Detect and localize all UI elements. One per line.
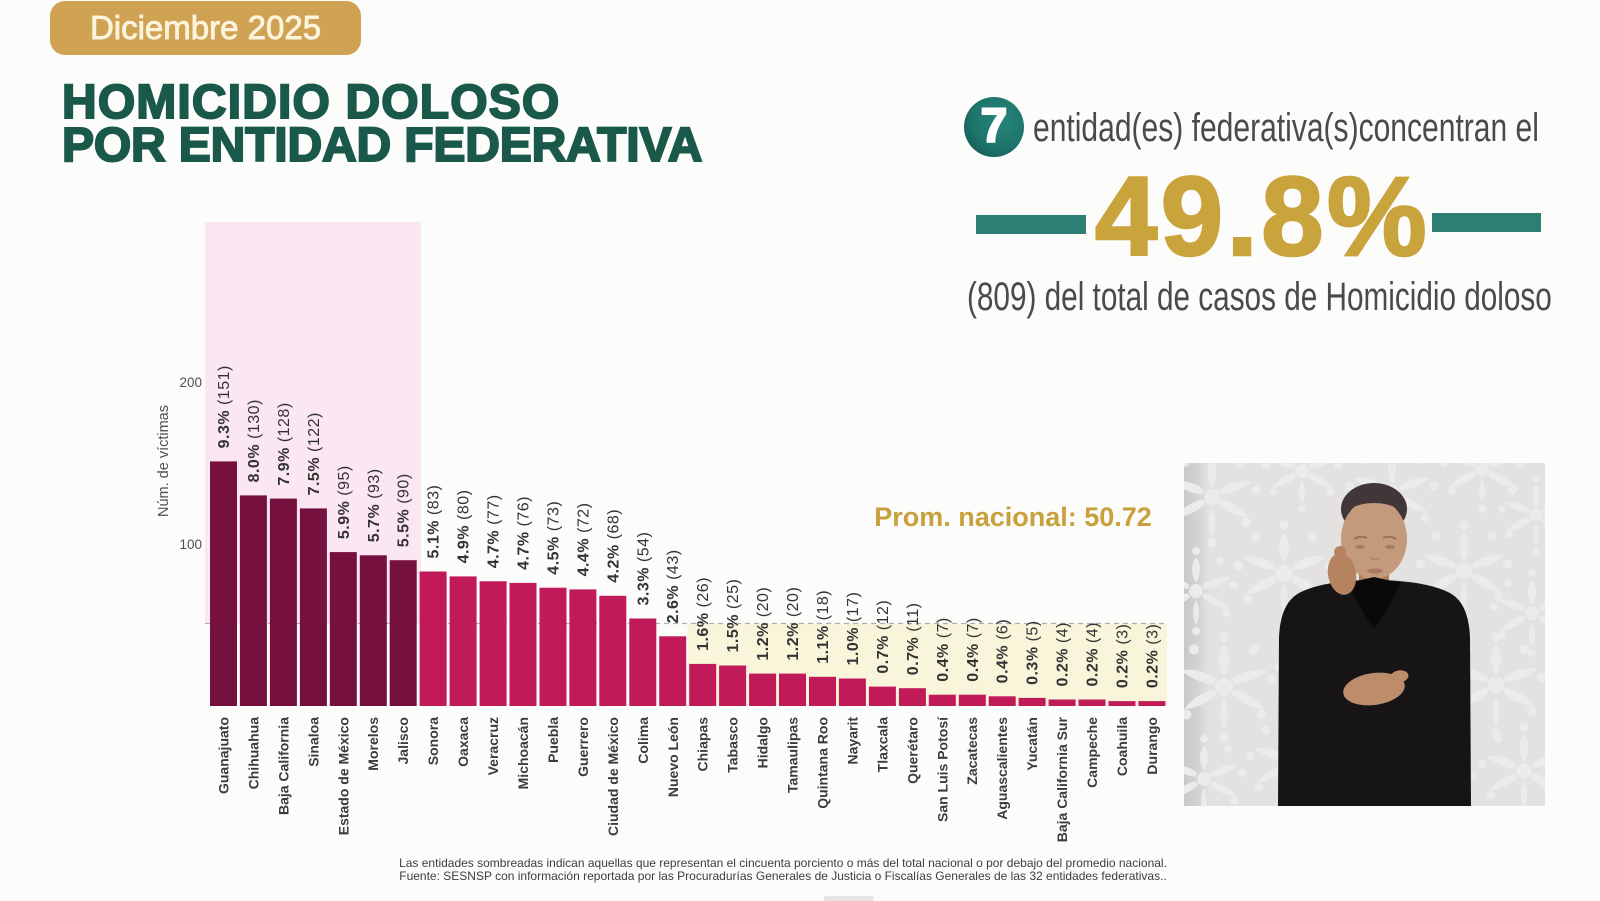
svg-text:Tamaulipas: Tamaulipas: [785, 717, 801, 793]
svg-text:Prom. nacional: 50.72: Prom. nacional: 50.72: [874, 502, 1152, 532]
svg-text:0.7% (11): 0.7% (11): [905, 603, 922, 676]
svg-text:1.2% (20): 1.2% (20): [755, 587, 772, 661]
svg-text:Querétaro: Querétaro: [904, 717, 920, 784]
svg-text:0.7% (12): 0.7% (12): [875, 600, 892, 674]
svg-text:4.7% (76): 4.7% (76): [516, 496, 533, 570]
svg-text:100: 100: [179, 537, 202, 552]
svg-text:5.9% (95): 5.9% (95): [336, 465, 353, 539]
svg-text:Hidalgo: Hidalgo: [755, 717, 771, 768]
svg-text:Sonora: Sonora: [425, 717, 441, 765]
svg-text:Chihuahua: Chihuahua: [245, 717, 261, 790]
svg-text:200: 200: [179, 375, 202, 390]
svg-text:4.7% (77): 4.7% (77): [486, 494, 503, 568]
svg-text:Oaxaca: Oaxaca: [455, 717, 471, 767]
svg-text:Michoacán: Michoacán: [515, 717, 531, 789]
svg-text:Jalisco: Jalisco: [395, 717, 411, 764]
svg-text:Guerrero: Guerrero: [575, 717, 591, 777]
svg-text:Tabasco: Tabasco: [725, 717, 741, 773]
svg-text:5.7% (93): 5.7% (93): [366, 468, 383, 542]
svg-text:5.5% (90): 5.5% (90): [396, 473, 413, 547]
svg-text:4.4% (72): 4.4% (72): [575, 503, 592, 577]
svg-text:1.2% (20): 1.2% (20): [785, 587, 802, 661]
svg-text:Quintana Roo: Quintana Roo: [815, 717, 831, 809]
svg-text:Guanajuato: Guanajuato: [216, 717, 232, 794]
svg-text:Ciudad de México: Ciudad de México: [605, 717, 621, 836]
svg-text:1.6% (26): 1.6% (26): [695, 577, 712, 651]
svg-text:4.5% (73): 4.5% (73): [546, 501, 563, 575]
svg-text:Coahuila: Coahuila: [1114, 717, 1130, 776]
svg-text:0.2% (3): 0.2% (3): [1144, 624, 1161, 688]
svg-text:0.2% (4): 0.2% (4): [1085, 622, 1102, 686]
svg-text:3.3% (54): 3.3% (54): [635, 532, 652, 606]
svg-text:1.1% (18): 1.1% (18): [815, 590, 832, 664]
svg-text:0.2% (4): 0.2% (4): [1055, 622, 1072, 686]
svg-text:Núm. de víctimas: Núm. de víctimas: [156, 405, 172, 517]
svg-text:Nuevo León: Nuevo León: [665, 717, 681, 797]
svg-text:8.0% (130): 8.0% (130): [246, 399, 263, 482]
svg-text:1.5% (25): 1.5% (25): [725, 579, 742, 653]
svg-text:1.0% (17): 1.0% (17): [845, 592, 862, 666]
svg-text:0.4% (6): 0.4% (6): [995, 619, 1012, 683]
svg-text:7.5% (122): 7.5% (122): [306, 412, 323, 495]
svg-text:7.9% (128): 7.9% (128): [276, 402, 293, 485]
svg-text:4.9% (80): 4.9% (80): [456, 490, 473, 564]
svg-text:Baja California Sur: Baja California Sur: [1054, 716, 1070, 842]
svg-text:0.4% (7): 0.4% (7): [965, 617, 982, 681]
svg-text:0.2% (3): 0.2% (3): [1115, 624, 1132, 688]
svg-text:0.3% (5): 0.3% (5): [1025, 620, 1042, 684]
svg-text:Zacatecas: Zacatecas: [964, 717, 980, 785]
svg-text:Baja California: Baja California: [275, 717, 291, 815]
svg-text:5.1% (83): 5.1% (83): [426, 485, 443, 559]
svg-text:9.3% (151): 9.3% (151): [216, 365, 233, 448]
svg-text:Puebla: Puebla: [545, 717, 561, 763]
svg-text:Durango: Durango: [1144, 717, 1160, 775]
svg-text:Aguascalientes: Aguascalientes: [994, 717, 1010, 820]
svg-text:Campeche: Campeche: [1084, 717, 1100, 788]
svg-text:4.2% (68): 4.2% (68): [605, 509, 622, 583]
svg-text:Morelos: Morelos: [365, 717, 381, 771]
svg-text:2.6% (43): 2.6% (43): [665, 549, 682, 623]
svg-text:Estado de México: Estado de México: [335, 717, 351, 835]
svg-text:Tlaxcala: Tlaxcala: [874, 717, 890, 772]
svg-text:Yucatán: Yucatán: [1024, 717, 1040, 771]
svg-text:Nayarit: Nayarit: [844, 717, 860, 765]
svg-text:0.4% (7): 0.4% (7): [935, 617, 952, 681]
svg-text:San Luis Potosí: San Luis Potosí: [934, 716, 950, 822]
svg-text:Colima: Colima: [635, 717, 651, 764]
svg-text:Veracruz: Veracruz: [485, 717, 501, 775]
svg-text:Chiapas: Chiapas: [695, 717, 711, 772]
svg-text:Sinaloa: Sinaloa: [305, 717, 321, 767]
